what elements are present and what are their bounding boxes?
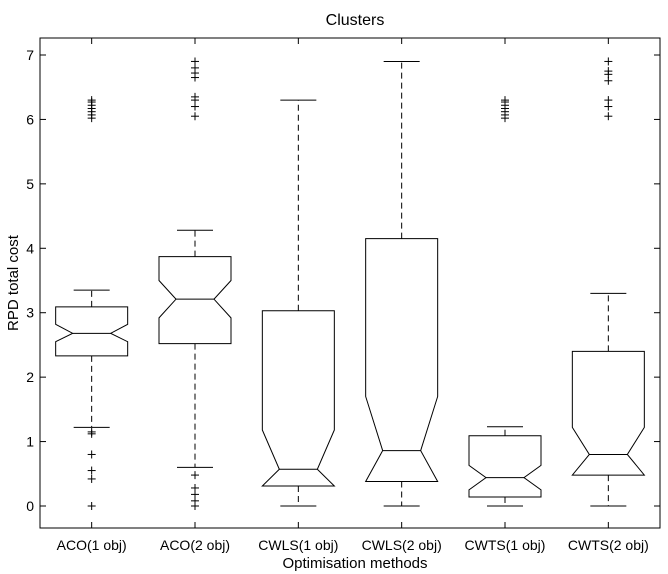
outlier-point xyxy=(191,471,199,480)
outlier-point xyxy=(604,96,613,105)
plot-frame xyxy=(39,37,661,529)
outlier-point xyxy=(604,67,613,76)
outlier-point xyxy=(87,474,96,483)
outlier-point xyxy=(87,450,96,459)
outlier-point xyxy=(191,57,199,66)
y-tick-label: 5 xyxy=(26,176,34,192)
box xyxy=(261,310,336,487)
plot-area: 0 1 2 3 4 5 6 7 ACO(1 obj) ACO(2 obj) CWLS(1 obj) C… xyxy=(26,37,661,553)
y-tick-label: 7 xyxy=(26,47,34,63)
outlier-point xyxy=(191,112,199,121)
outlier-point xyxy=(191,483,199,492)
box xyxy=(571,350,646,476)
outlier-point xyxy=(604,57,613,66)
y-tick-label: 1 xyxy=(26,434,34,450)
outlier-point xyxy=(87,466,96,475)
outlier-point xyxy=(87,502,96,510)
outlier-point xyxy=(87,427,96,436)
x-tick-label: ACO(2 obj) xyxy=(160,537,230,553)
y-tick-label: 0 xyxy=(26,498,34,514)
x-tick-label: CWTS(2 obj) xyxy=(568,537,649,553)
box xyxy=(158,256,232,345)
y-tick-label: 2 xyxy=(26,369,34,385)
box xyxy=(364,238,439,483)
y-tick-label: 4 xyxy=(26,240,34,256)
box xyxy=(468,435,542,498)
outlier-point xyxy=(191,92,199,101)
y-axis-title: RPD total cost xyxy=(5,234,22,331)
chart-title: Clusters xyxy=(326,12,385,29)
x-tick-label: CWTS(1 obj) xyxy=(465,537,546,553)
outlier-point xyxy=(604,112,613,121)
outlier-point xyxy=(501,96,509,105)
outlier-point xyxy=(87,96,96,105)
x-axis-title: Optimisation methods xyxy=(282,555,427,572)
y-tick-label: 6 xyxy=(26,111,34,127)
x-tick-label: CWLS(1 obj) xyxy=(258,537,338,553)
box xyxy=(55,306,129,357)
x-tick-label: ACO(1 obj) xyxy=(57,537,127,553)
x-tick-label: CWLS(2 obj) xyxy=(362,537,442,553)
y-tick-label: 3 xyxy=(26,305,34,321)
